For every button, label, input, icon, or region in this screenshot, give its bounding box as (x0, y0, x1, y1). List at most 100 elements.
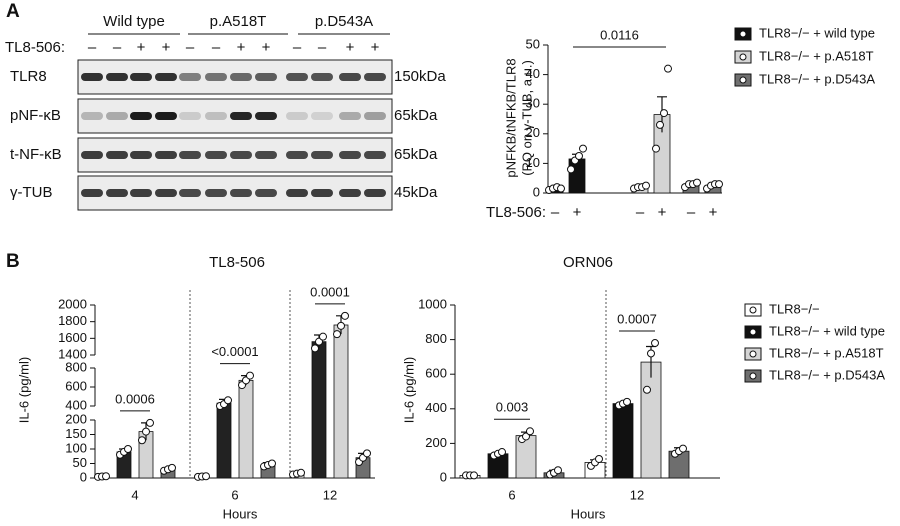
band (364, 151, 386, 159)
x-axis-label: TL8-506: (486, 204, 546, 221)
data-point (341, 311, 349, 320)
data-point (138, 436, 146, 445)
data-point (652, 144, 660, 153)
x-tick-label: 12 (630, 487, 644, 502)
treatment-sign: + (137, 39, 146, 56)
y-axis-label: (RQ on γ-TUB, a.u.) (519, 60, 534, 176)
data-point (623, 397, 631, 406)
legend-label: TLR8−/− (769, 301, 820, 316)
p-value: 0.0007 (617, 311, 657, 326)
y-tick-label: 400 (65, 397, 87, 412)
y-tick-label: 40 (526, 66, 540, 81)
y-tick-label: 50 (526, 36, 540, 51)
x-tick-label: 6 (231, 487, 238, 502)
band (286, 73, 308, 81)
band (130, 151, 152, 159)
data-point (142, 427, 150, 436)
size-label: 45kDa (394, 184, 438, 201)
p-value: 0.0006 (115, 391, 155, 406)
y-tick-label: 0 (533, 184, 540, 199)
group-label: Wild type (103, 13, 165, 30)
x-tick-label: 4 (131, 487, 138, 502)
data-point (679, 444, 687, 453)
band (130, 112, 152, 120)
group-label: p.D543A (315, 13, 373, 30)
band (130, 73, 152, 81)
legend-dot (749, 328, 757, 336)
y-tick-label: 0 (440, 469, 447, 484)
y-tick-label: 1400 (58, 346, 87, 361)
p-value: 0.0116 (600, 27, 639, 42)
band (255, 151, 277, 159)
x-tick-label: 6 (508, 487, 515, 502)
data-point (567, 165, 575, 174)
y-tick-label: 10 (526, 155, 540, 170)
treatment-sign: + (262, 39, 271, 56)
data-point (337, 321, 345, 330)
y-tick-label: 50 (73, 455, 87, 470)
band (339, 73, 361, 81)
data-point (651, 339, 659, 348)
y-tick-label: 1000 (418, 296, 447, 311)
band (311, 189, 333, 197)
x-tick-label: + (573, 204, 582, 221)
band (106, 112, 128, 120)
data-point (557, 184, 565, 193)
x-tick-label: + (658, 204, 667, 221)
x-tick-label: 12 (323, 487, 337, 502)
band (339, 151, 361, 159)
data-point (470, 471, 478, 480)
y-tick-label: 20 (526, 125, 540, 140)
y-tick-label: 200 (425, 435, 447, 450)
band (106, 151, 128, 159)
band (230, 112, 252, 120)
treatment-label: TL8-506: (5, 39, 65, 56)
y-axis-label: IL-6 (pg/ml) (16, 357, 31, 423)
bar (333, 324, 349, 479)
bar (238, 379, 254, 479)
band (311, 112, 333, 120)
treatment-sign: + (371, 39, 380, 56)
treatment-sign: + (162, 39, 171, 56)
band (364, 189, 386, 197)
row-label: pNF-κB (10, 107, 61, 124)
band (205, 73, 227, 81)
data-point (297, 468, 305, 477)
data-point (643, 385, 651, 394)
y-tick-label: 0 (80, 469, 87, 484)
x-tick-label: – (687, 204, 696, 221)
band (106, 189, 128, 197)
data-point (124, 445, 132, 453)
band (255, 112, 277, 120)
row-label: γ-TUB (10, 184, 53, 201)
legend-dot (749, 372, 757, 380)
size-label: 65kDa (394, 107, 438, 124)
data-point (715, 180, 723, 189)
treatment-sign: + (237, 39, 246, 56)
band (81, 189, 103, 197)
y-tick-label: 30 (526, 96, 540, 111)
treatment-sign: – (318, 39, 327, 56)
size-label: 150kDa (394, 68, 446, 85)
band (255, 189, 277, 197)
x-tick-label: + (709, 204, 718, 221)
band (155, 112, 177, 120)
bar (311, 341, 327, 479)
x-axis-label: Hours (571, 506, 606, 521)
legend-label: TLR8−/− + p.D543A (769, 367, 885, 382)
band (81, 112, 103, 120)
chart-title: ORN06 (563, 254, 613, 271)
data-point (224, 396, 232, 405)
band (81, 151, 103, 159)
treatment-sign: – (113, 39, 122, 56)
data-point (498, 448, 506, 457)
y-tick-label: 100 (65, 440, 87, 455)
p-value: 0.0001 (310, 284, 350, 299)
data-point (319, 332, 327, 341)
band (205, 189, 227, 197)
legend-label: TLR8−/− + wild type (759, 25, 875, 40)
band (155, 151, 177, 159)
legend-dot (739, 76, 747, 84)
y-tick-label: 400 (425, 400, 447, 415)
data-point (664, 64, 672, 73)
